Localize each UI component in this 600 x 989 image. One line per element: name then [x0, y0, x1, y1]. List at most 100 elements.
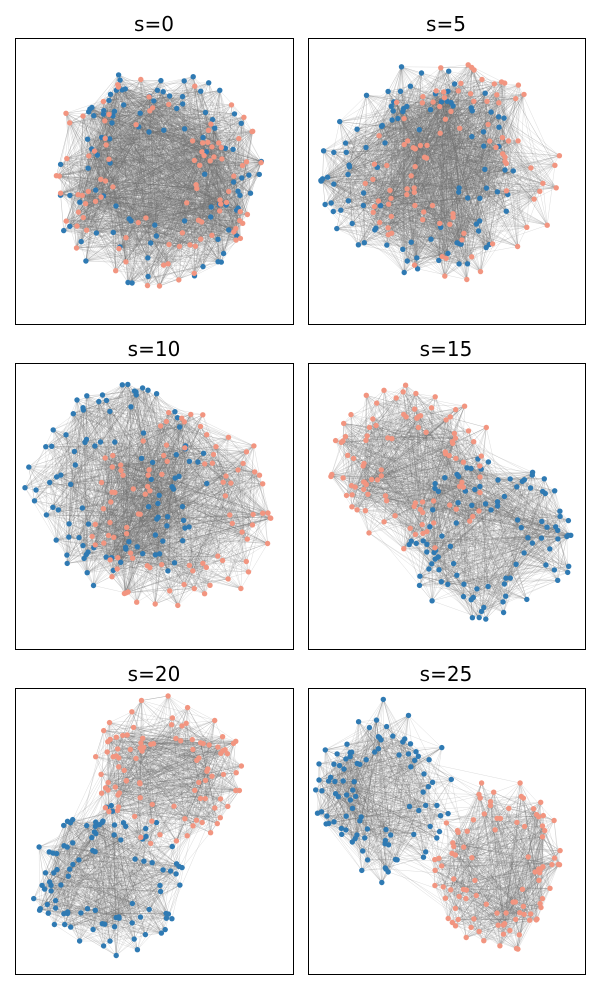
node-point [331, 761, 337, 767]
node-point [197, 162, 203, 168]
node-point [67, 223, 73, 229]
node-point [412, 163, 418, 170]
node-point [542, 827, 548, 834]
node-point [401, 141, 407, 148]
node-point [90, 926, 96, 933]
node-point [483, 185, 490, 191]
node-point [215, 259, 221, 265]
node-point [478, 608, 485, 615]
node-point [92, 823, 99, 829]
node-point [225, 576, 231, 582]
node-point [361, 240, 367, 246]
node-point [439, 744, 445, 751]
node-point [406, 803, 413, 810]
node-point [98, 771, 104, 777]
node-point [384, 242, 390, 248]
node-point [173, 452, 179, 458]
node-point [107, 91, 114, 98]
panel-s0: s=0 [15, 12, 294, 325]
node-point [244, 211, 251, 218]
node-point [141, 858, 147, 864]
node-point [323, 821, 329, 827]
node-point [464, 828, 470, 834]
node-point [146, 94, 152, 100]
node-point [238, 120, 244, 127]
node-point [158, 930, 165, 936]
node-point [516, 932, 522, 938]
node-point [453, 406, 459, 413]
node-point [464, 261, 471, 267]
node-point [120, 820, 127, 826]
node-point [149, 459, 156, 466]
node-point [449, 439, 456, 445]
node-point [85, 165, 91, 171]
node-point [465, 195, 471, 201]
node-point [510, 168, 516, 174]
node-point [209, 773, 215, 779]
node-point [412, 757, 418, 763]
node-point [324, 813, 330, 819]
node-point [176, 277, 182, 283]
node-point [538, 535, 545, 541]
node-point [453, 506, 459, 512]
node-point [153, 233, 160, 239]
node-point [415, 424, 422, 431]
node-point [437, 813, 444, 819]
node-point [385, 201, 392, 207]
node-point [244, 536, 250, 542]
node-point [313, 787, 319, 793]
node-point [106, 136, 113, 142]
node-point [415, 753, 421, 759]
node-point [199, 819, 205, 826]
node-point [360, 202, 367, 209]
node-point [547, 885, 553, 891]
node-point [377, 219, 383, 226]
node-point [440, 884, 446, 890]
node-point [319, 176, 326, 182]
node-point [42, 870, 49, 876]
node-point [485, 583, 491, 590]
node-point [407, 525, 413, 531]
node-point [26, 464, 32, 470]
node-point [340, 475, 346, 481]
node-point [80, 214, 87, 221]
node-point [416, 807, 422, 814]
plot-frame [15, 38, 294, 325]
node-point [113, 203, 119, 209]
node-point [528, 165, 534, 171]
node-point [250, 511, 256, 518]
node-point [138, 740, 144, 746]
node-point [536, 877, 542, 883]
node-point [164, 458, 170, 464]
node-point [37, 906, 43, 912]
node-point [63, 110, 69, 117]
node-point [186, 524, 192, 530]
node-point [115, 72, 122, 78]
node-point [435, 554, 441, 560]
node-point [219, 557, 226, 564]
community-a-nodes [318, 64, 516, 276]
node-point [106, 156, 112, 162]
node-point [138, 76, 144, 83]
node-point [432, 867, 438, 873]
node-point [382, 841, 388, 847]
node-point [445, 810, 451, 817]
node-point [215, 236, 221, 242]
node-point [494, 499, 501, 505]
node-point [388, 213, 394, 220]
node-point [373, 717, 380, 723]
node-point [179, 415, 185, 421]
node-point [123, 777, 130, 784]
node-point [437, 220, 443, 227]
node-point [412, 406, 418, 412]
node-point [153, 819, 160, 826]
node-point [491, 81, 497, 87]
node-point [358, 814, 364, 820]
node-point [92, 521, 99, 527]
node-point [181, 126, 188, 132]
node-point [383, 826, 389, 833]
node-point [98, 176, 104, 182]
node-point [89, 104, 95, 111]
node-point [154, 516, 160, 522]
node-point [363, 144, 369, 151]
